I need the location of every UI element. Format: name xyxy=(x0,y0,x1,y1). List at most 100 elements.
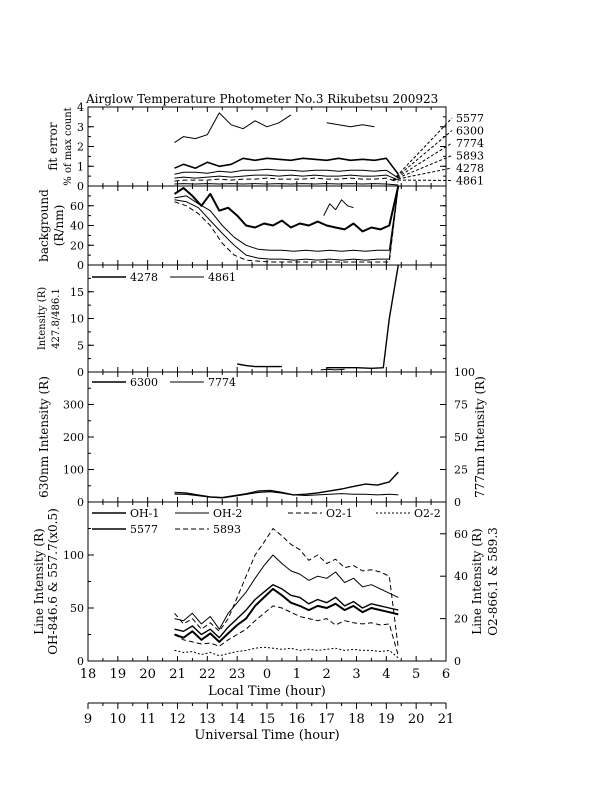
series-line xyxy=(237,363,282,368)
x-tick-label-local: 23 xyxy=(229,667,246,682)
series-line xyxy=(174,112,292,144)
panel-frame xyxy=(87,371,447,503)
series-line xyxy=(174,168,399,179)
x-tick-label-local: 22 xyxy=(199,667,216,682)
legend-label: 7774 xyxy=(456,137,484,150)
y-label-2: 427.8/486.1 xyxy=(51,288,62,349)
legend-label: 5893 xyxy=(456,150,484,163)
legend-label: 4278 xyxy=(456,162,484,175)
series-line xyxy=(174,185,399,252)
y-tick-label: 100 xyxy=(63,464,84,477)
series-4278 xyxy=(174,112,375,144)
series-OH-2 xyxy=(174,554,399,630)
series-6300 xyxy=(174,168,399,179)
x-tick-label-local: 3 xyxy=(352,667,360,682)
series-line xyxy=(323,199,354,216)
x-tick-label-ut: 14 xyxy=(229,712,246,727)
series-4861 xyxy=(174,183,399,186)
series-line xyxy=(174,185,399,263)
y-tick-label: 300 xyxy=(63,399,84,412)
panel-intensity-427-486: 0 5 10 15 Intensity (R) 427.8/486.1 4278 4861 xyxy=(37,264,447,379)
y-tick-label: 0 xyxy=(77,259,84,272)
x-tick-label-ut: 12 xyxy=(169,712,186,727)
y-right-tick-label: 20 xyxy=(454,613,468,626)
y-right-tick-label: 100 xyxy=(454,366,475,379)
series-5893 xyxy=(174,177,399,183)
legend-label: 4278 xyxy=(130,271,158,284)
legend-leader xyxy=(392,142,453,181)
legend-leader xyxy=(392,155,453,181)
y-tick-label: 2 xyxy=(77,141,84,154)
series-4861 xyxy=(323,199,354,216)
y-tick-label: 5 xyxy=(77,339,84,352)
x-tick-label-local: 5 xyxy=(412,667,420,682)
chart-title: Airglow Temperature Photometer No.3 Riku… xyxy=(85,92,438,106)
legend-label: 4861 xyxy=(456,175,484,188)
x-tick-label-local: 4 xyxy=(382,667,390,682)
legend-label: 5577 xyxy=(456,112,484,125)
x-label-local: Local Time (hour) xyxy=(208,684,326,699)
panel-fit-error: 0 1 2 3 4 fit error% of max count 557763007774… xyxy=(46,101,484,193)
series-line xyxy=(174,584,399,639)
x-tick-label-ut: 10 xyxy=(110,712,127,727)
y-right-tick-label: 60 xyxy=(454,528,468,541)
x-tick-label-local: 21 xyxy=(169,667,186,682)
legend-label: OH-2 xyxy=(213,507,242,520)
y-right-tick-label: 50 xyxy=(454,431,468,444)
x-tick-label-ut: 15 xyxy=(259,712,276,727)
x-tick-label-local: 19 xyxy=(110,667,127,682)
y-tick-label: 100 xyxy=(63,549,84,562)
series-line xyxy=(174,605,399,656)
series-5893 xyxy=(174,528,399,649)
panel-background: 0 20 40 60 background (R/nm) xyxy=(37,185,447,272)
x-label-ut: Universal Time (hour) xyxy=(194,728,339,743)
series-OH-1 xyxy=(174,584,399,639)
series-line xyxy=(173,185,400,233)
y-label-2: (R/nm) xyxy=(52,205,66,247)
y-tick-label: 4 xyxy=(77,101,84,114)
y-right-tick-label: 40 xyxy=(454,570,468,583)
y-label: 630nm Intensity (R) xyxy=(37,376,51,498)
y-tick-label: 1 xyxy=(77,160,84,173)
series-line xyxy=(320,368,345,371)
series-4278 xyxy=(237,264,399,369)
x-tick-label-ut: 9 xyxy=(84,712,92,727)
legend-label: 5577 xyxy=(130,523,158,536)
x-tick-label-local: 0 xyxy=(263,667,271,682)
y-right-tick-label: 25 xyxy=(454,464,468,477)
y-label: Line Intensity (R) xyxy=(32,528,46,634)
legend-label: O2-2 xyxy=(414,507,441,520)
y-right-tick-label: 75 xyxy=(454,399,468,412)
x-tick-label-local: 20 xyxy=(139,667,156,682)
x-tick-label-ut: 16 xyxy=(289,712,306,727)
series-5577 xyxy=(173,185,400,233)
x-tick-label-local: 2 xyxy=(323,667,331,682)
series-line xyxy=(174,177,399,183)
y-tick-label: 0 xyxy=(77,366,84,379)
legend-label: 7774 xyxy=(208,376,236,389)
legend-leader xyxy=(392,117,453,181)
y-tick-label: 50 xyxy=(70,602,84,615)
y-tick-label: 15 xyxy=(70,286,84,299)
y-right-label: 777nm Intensity (R) xyxy=(473,376,487,498)
series-6300 xyxy=(174,185,399,252)
y-right-label: Line Intensity (R) xyxy=(470,528,484,634)
y-tick-label: 3 xyxy=(77,121,84,134)
x-tick-label-ut: 18 xyxy=(348,712,365,727)
y-tick-label: 0 xyxy=(77,655,84,668)
series-line xyxy=(174,587,399,643)
x-tick-label-ut: 13 xyxy=(199,712,216,727)
y-tick-label: 60 xyxy=(70,200,84,213)
series-line xyxy=(326,264,399,369)
legend-label: 4861 xyxy=(208,271,236,284)
y-right-tick-label: 0 xyxy=(454,655,461,668)
y-tick-label: 40 xyxy=(70,220,84,233)
series-4278 xyxy=(174,185,399,263)
x-tick-label-ut: 17 xyxy=(318,712,335,727)
y-label: fit error xyxy=(46,122,60,170)
series-O2-1 xyxy=(174,605,399,656)
